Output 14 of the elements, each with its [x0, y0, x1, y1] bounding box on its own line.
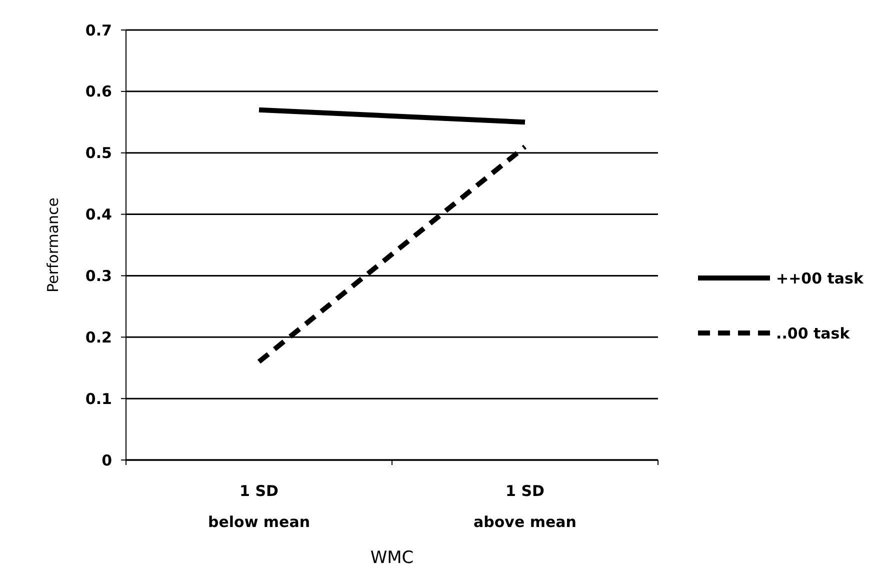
- y-tick-label: 0.6: [85, 82, 112, 101]
- y-tick-label: 0: [102, 451, 112, 470]
- y-tick-label: 0.7: [85, 21, 112, 40]
- x-tick-label: 1 SD below mean: [208, 482, 310, 531]
- y-tick-label: 0.5: [85, 144, 112, 162]
- y-tick-label: 0.1: [85, 390, 112, 408]
- x-tick-label: 1 SD above mean: [474, 482, 576, 531]
- x-axis-title: WMC: [370, 548, 414, 568]
- y-tick-label: 0.2: [85, 328, 112, 346]
- y-tick-label: 0.4: [85, 206, 112, 224]
- y-tick-label: 0.3: [85, 266, 112, 285]
- legend-label: ++00 task: [776, 269, 864, 288]
- y-axis-title: Performance: [44, 197, 62, 293]
- legend-label: ..00 task: [776, 324, 851, 342]
